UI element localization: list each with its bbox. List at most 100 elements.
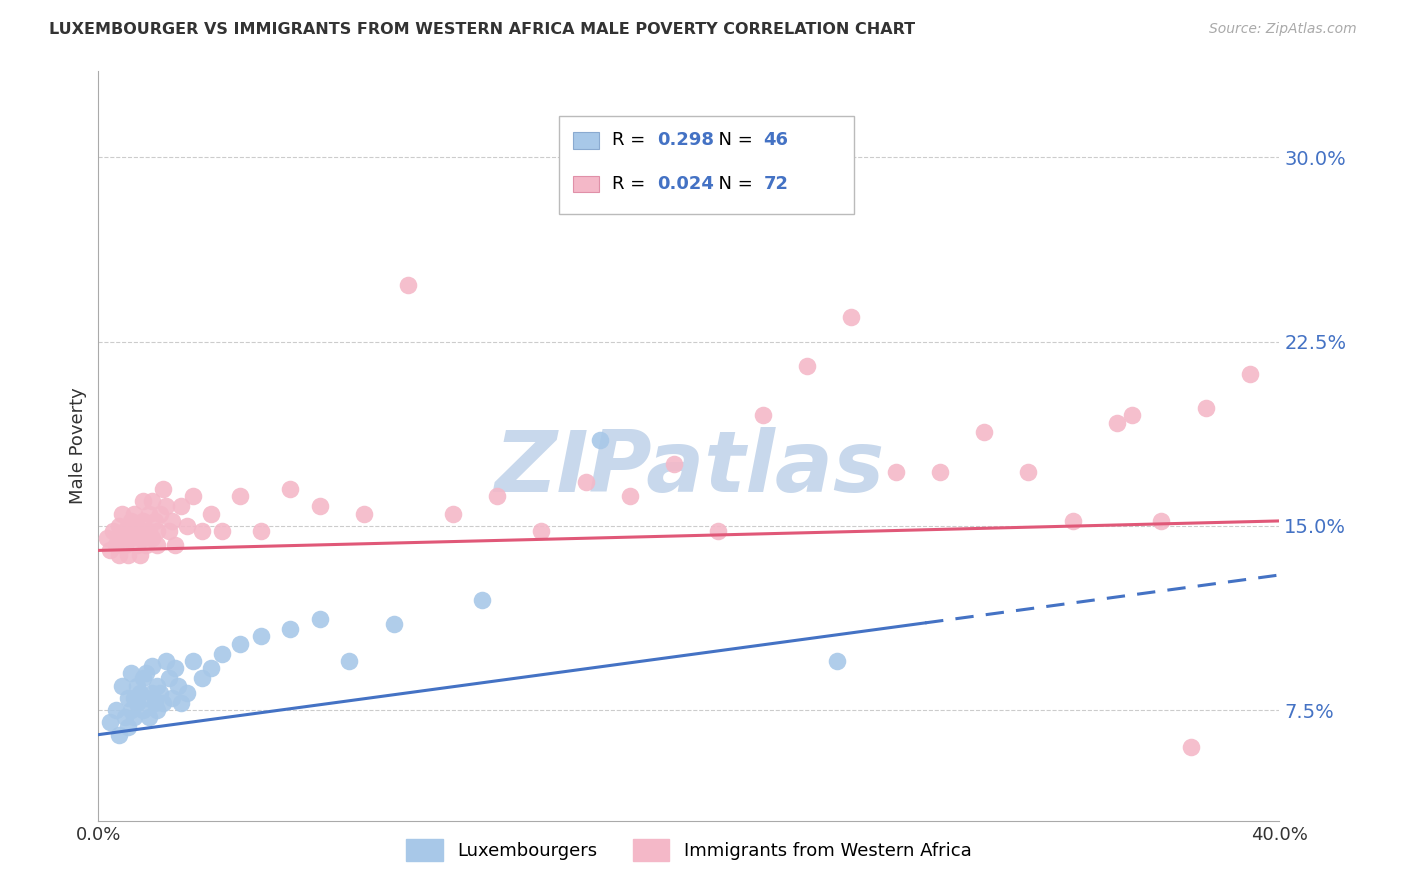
Point <box>108 549 131 563</box>
Point <box>143 696 166 710</box>
Point <box>176 519 198 533</box>
Point <box>117 690 139 705</box>
Point <box>170 696 193 710</box>
Point <box>141 658 163 673</box>
Point <box>398 278 420 293</box>
Point <box>152 482 174 496</box>
Point <box>250 524 273 538</box>
Point <box>973 425 995 440</box>
Point <box>152 696 174 710</box>
Point <box>796 359 818 373</box>
Point <box>117 531 139 545</box>
Text: R =: R = <box>612 131 651 149</box>
Point <box>1107 416 1129 430</box>
Point <box>1018 465 1040 479</box>
FancyBboxPatch shape <box>560 116 855 214</box>
Point <box>309 612 332 626</box>
Point <box>162 514 183 528</box>
Point <box>1180 739 1202 754</box>
Point <box>105 703 128 717</box>
Point <box>105 539 128 553</box>
Point <box>111 531 134 545</box>
Point <box>191 524 214 538</box>
Point <box>155 499 177 513</box>
Point <box>211 524 233 538</box>
Point <box>111 507 134 521</box>
Text: 46: 46 <box>763 131 789 149</box>
Point <box>486 489 509 503</box>
Point <box>135 666 157 681</box>
Point <box>135 524 157 538</box>
Point <box>309 499 332 513</box>
Point <box>120 531 142 545</box>
Point <box>589 433 612 447</box>
Point <box>111 679 134 693</box>
Legend: Luxembourgers, Immigrants from Western Africa: Luxembourgers, Immigrants from Western A… <box>399 831 979 868</box>
Point <box>200 661 222 675</box>
Text: 0.024: 0.024 <box>657 175 714 193</box>
Point <box>96 531 118 545</box>
Text: N =: N = <box>707 175 758 193</box>
Text: 0.298: 0.298 <box>657 131 714 149</box>
Point <box>162 690 183 705</box>
Point <box>120 666 142 681</box>
Point <box>117 549 139 563</box>
Point <box>132 531 155 545</box>
Point <box>167 679 190 693</box>
Text: R =: R = <box>612 175 651 193</box>
Point <box>132 703 155 717</box>
Point <box>149 686 172 700</box>
Text: 72: 72 <box>763 175 789 193</box>
Point <box>146 524 169 538</box>
Point <box>138 507 160 521</box>
Point <box>138 524 160 538</box>
Point <box>120 703 142 717</box>
Point <box>117 519 139 533</box>
Point <box>280 622 302 636</box>
Point <box>128 531 150 545</box>
Point <box>98 715 121 730</box>
FancyBboxPatch shape <box>574 176 599 192</box>
Point <box>155 654 177 668</box>
Point <box>117 720 139 734</box>
Point <box>122 710 145 724</box>
Point <box>211 647 233 661</box>
Point <box>170 499 193 513</box>
Point <box>120 514 142 528</box>
Point <box>191 671 214 685</box>
Point <box>200 507 222 521</box>
Point <box>280 482 302 496</box>
Point <box>707 524 730 538</box>
Point <box>441 507 464 521</box>
Point <box>339 654 361 668</box>
Point <box>664 458 686 472</box>
Point <box>146 539 169 553</box>
Point <box>382 617 405 632</box>
Point <box>128 549 150 563</box>
Point <box>122 524 145 538</box>
Point <box>229 489 252 503</box>
Point <box>1195 401 1218 415</box>
Point <box>1121 409 1143 423</box>
Point <box>114 524 136 538</box>
Point <box>122 690 145 705</box>
Point <box>98 543 121 558</box>
Point <box>132 494 155 508</box>
Point <box>1150 514 1173 528</box>
Point <box>929 465 952 479</box>
Point <box>165 661 187 675</box>
Point <box>132 514 155 528</box>
Point <box>181 489 204 503</box>
Text: N =: N = <box>707 131 758 149</box>
Point <box>108 519 131 533</box>
Point <box>1239 367 1261 381</box>
Point <box>752 409 775 423</box>
Point <box>619 489 641 503</box>
Point <box>125 539 148 553</box>
Point <box>122 507 145 521</box>
Point <box>146 679 169 693</box>
Point <box>353 507 375 521</box>
Text: ZIPatlas: ZIPatlas <box>494 427 884 510</box>
Point <box>146 703 169 717</box>
Point <box>575 475 598 489</box>
